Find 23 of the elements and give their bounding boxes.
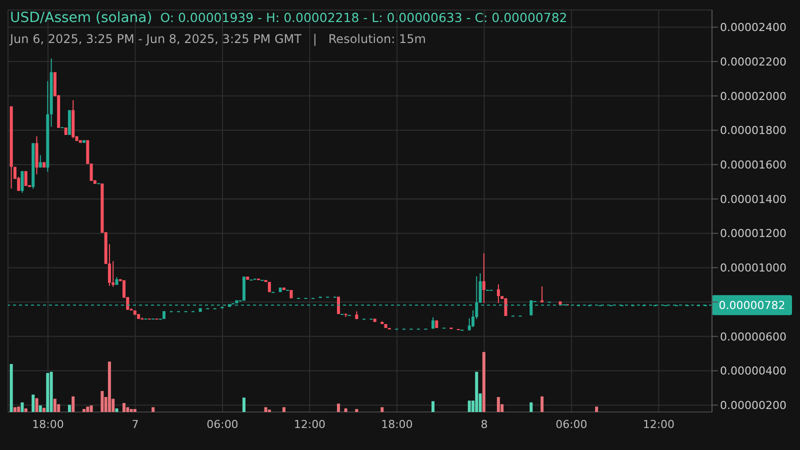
y-tick-label: 0.00000600 [720, 330, 786, 344]
x-tick-label: 06:00 [206, 418, 238, 431]
x-tick-label: 18:00 [381, 418, 413, 431]
x-tick-label: 8 [480, 418, 488, 431]
chart-title: USD/Assem (solana) [10, 10, 152, 26]
annotation: O: 0.00001939 - H: 0.00002218 - L: 0.00000633 - C: 0.00000782 [160, 10, 568, 25]
x-tick-label: 12:00 [294, 418, 326, 431]
x-tick-label: 06:00 [556, 418, 588, 431]
x-tick-label: 18:00 [32, 418, 64, 431]
y-tick-label: 0.00002200 [720, 55, 786, 68]
x-tick-label: 7 [132, 418, 139, 431]
y-tick-label: 0.00001200 [720, 227, 786, 240]
y-tick-label: 0.00002000 [720, 90, 786, 103]
y-tick-label: 0.00001000 [720, 262, 786, 275]
x-tick-label: 12:00 [642, 418, 675, 431]
y-tick-label: 0.00002400 [720, 21, 786, 34]
y-tick-label: 0.00001800 [720, 124, 786, 138]
ref-line-label: 0.00000782 [718, 299, 786, 312]
y-tick-label: 0.00001400 [720, 192, 786, 206]
y-tick-label: 0.00000200 [720, 399, 786, 412]
y-tick-label: 0.00001600 [720, 158, 786, 172]
text: Jun 6, 2025, 3:25 PM - Jun 8, 2025, 3:25 PM GMT | Resolution: 15m [10, 32, 426, 46]
y-tick-label: 0.00000400 [720, 364, 786, 378]
